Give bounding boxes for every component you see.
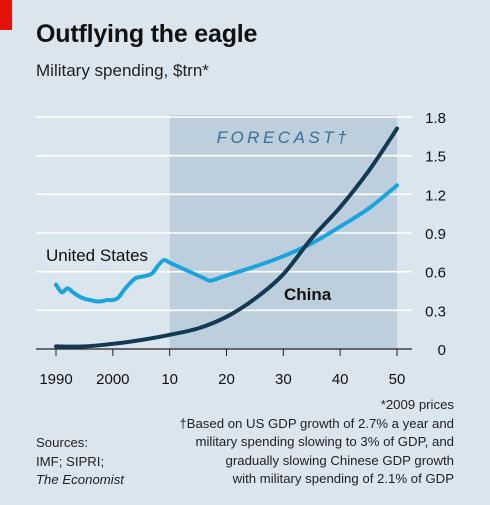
series-label-china: China: [284, 285, 332, 304]
y-tick-label-0: 0: [438, 342, 446, 359]
footnote-line-4: with military spending of 2.1% of GDP: [232, 471, 454, 486]
brand-red-tab: [0, 0, 12, 30]
series-label-united-states: United States: [46, 246, 148, 265]
series-line-china: [54, 126, 399, 349]
footnotes: *2009 prices †Based on US GDP growth of …: [179, 396, 454, 489]
y-tick-label-5: 1.5: [425, 149, 446, 166]
y-tick-label-6: 1.8: [425, 110, 446, 127]
x-tick-label-6: 50: [389, 371, 406, 388]
sources-label: Sources:: [36, 435, 89, 450]
y-tick-label-1: 0.3: [425, 303, 446, 320]
x-tick-label-1: 2000: [96, 371, 129, 388]
y-tick-label-2: 0.6: [425, 265, 446, 282]
forecast-band: [169, 115, 397, 349]
x-tick-label-0: 1990: [39, 371, 72, 388]
series-line-united-states: [54, 183, 399, 304]
x-tick-label-2: 10: [161, 371, 178, 388]
footnote-prices: *2009 prices: [380, 397, 454, 412]
sources-list: IMF; SIPRI;: [36, 453, 105, 469]
footnote-line-1: †Based on US GDP growth of 2.7% a year a…: [179, 415, 454, 431]
y-tick-label-3: 0.9: [425, 226, 446, 243]
x-tick-label-5: 40: [332, 371, 349, 388]
sources: Sources: IMF; SIPRI; The Economist: [36, 434, 124, 490]
chart-subtitle: Military spending, $trn*: [36, 61, 209, 80]
y-tick-label-4: 1.2: [425, 187, 446, 204]
forecast-label: FORECAST†: [217, 128, 351, 147]
x-tick-label-3: 20: [218, 371, 235, 388]
chart-title: Outflying the eagle: [36, 20, 258, 48]
footnote-line-2: military spending slowing to 3% of GDP, …: [195, 434, 454, 449]
footnote-line-3: gradually slowing Chinese GDP growth: [225, 452, 454, 468]
x-tick-label-4: 30: [275, 371, 292, 388]
sources-economist: The Economist: [36, 472, 124, 487]
